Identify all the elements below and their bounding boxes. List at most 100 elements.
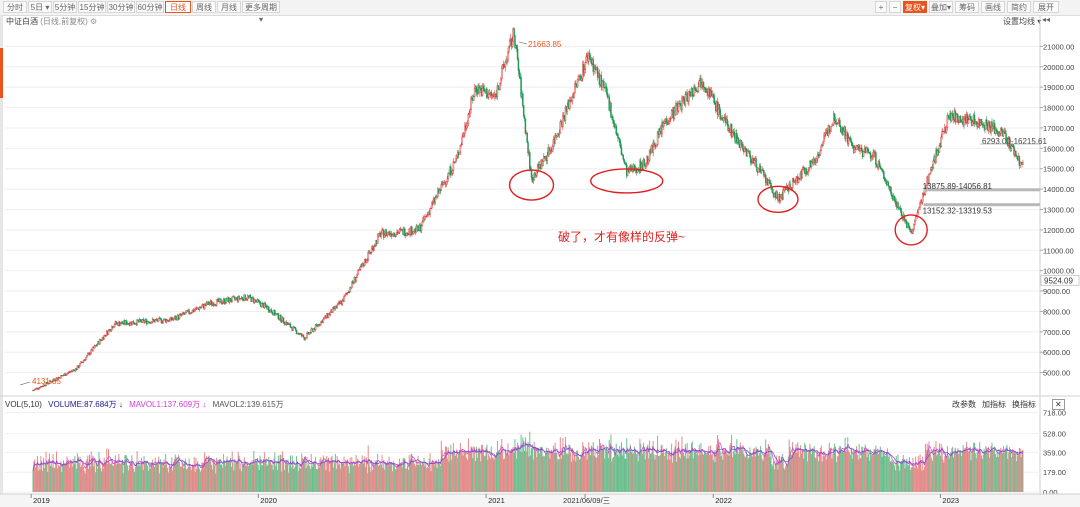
volume-bar	[452, 443, 454, 492]
volume-bar	[255, 461, 257, 492]
volume-bar	[577, 450, 579, 492]
volume-bar	[440, 440, 442, 492]
volume-bar	[653, 454, 655, 492]
volume-bar	[76, 453, 78, 492]
candle-body	[551, 146, 554, 152]
candle-body	[244, 294, 246, 301]
volume-bar	[84, 473, 86, 492]
volume-bar	[639, 438, 641, 492]
volume-bar	[296, 461, 298, 492]
volume-bar	[474, 447, 476, 492]
gear-icon[interactable]: ⚙	[90, 17, 98, 26]
volume-bar	[236, 462, 238, 492]
candle-body	[801, 169, 803, 179]
candle-body	[594, 66, 596, 70]
tab-1[interactable]: 5日 ▾	[28, 1, 52, 13]
volume-bar	[694, 449, 696, 492]
tool-5[interactable]: 画线	[981, 1, 1005, 13]
vol-tick-label: 179.00	[1043, 468, 1066, 477]
volume-bar	[504, 449, 506, 492]
tab-2[interactable]: 5分钟	[53, 1, 77, 13]
volume-bar	[322, 455, 324, 492]
volume-bar	[529, 431, 531, 492]
candle-body	[611, 116, 614, 121]
volume-bar	[153, 466, 155, 492]
volume-bar	[983, 448, 985, 492]
volume-bar	[641, 451, 643, 492]
volume-bar	[924, 444, 926, 492]
tool-2[interactable]: 复权▾	[903, 1, 927, 13]
volume-bar	[309, 468, 311, 492]
volume-bar	[274, 452, 276, 492]
volume-bar	[166, 468, 168, 492]
vol-btn-1[interactable]: 加指标	[982, 400, 1006, 409]
volume-bar	[204, 452, 206, 492]
vol-btn-0[interactable]: 改参数	[952, 400, 976, 409]
volume-bar	[491, 456, 493, 492]
tab-7[interactable]: 周线	[192, 1, 216, 13]
volume-bar	[583, 455, 585, 492]
tool-6[interactable]: 简约	[1007, 1, 1031, 13]
tab-9[interactable]: 更多周期 ▾	[242, 1, 280, 24]
candle-body	[1005, 133, 1007, 138]
volume-bar	[548, 452, 550, 492]
tab-3[interactable]: 15分钟	[78, 1, 106, 13]
volume-bar	[920, 460, 922, 492]
tool-1[interactable]: −	[889, 1, 901, 13]
volume-bar	[539, 447, 541, 492]
vol-tick-label: 718.00	[1043, 409, 1066, 418]
volume-bar	[704, 453, 706, 492]
volume-bar	[883, 451, 885, 492]
tool-0[interactable]: +	[875, 1, 887, 13]
volume-bar	[167, 472, 169, 492]
candle-body	[1010, 145, 1013, 149]
volume-bar	[986, 447, 988, 492]
candle-body	[736, 133, 738, 143]
volume-bar	[854, 451, 856, 492]
volume-bar	[542, 456, 544, 492]
volume-bar	[140, 457, 142, 492]
tab-4[interactable]: 30分钟	[107, 1, 135, 13]
candle-body	[980, 119, 983, 125]
volume-bar	[192, 467, 194, 492]
candle-body	[259, 301, 261, 305]
volume-bar	[935, 441, 937, 492]
ma-settings-button[interactable]: 设置均线 ▾	[1003, 17, 1042, 26]
candle-body	[643, 159, 646, 166]
candle-body	[264, 302, 267, 306]
tool-3[interactable]: 叠加▾	[929, 1, 953, 13]
tab-8[interactable]: 月线	[217, 1, 241, 13]
candle-body	[858, 144, 860, 152]
tab-6[interactable]: 日线	[165, 1, 191, 13]
candle-body	[868, 152, 871, 154]
candle-body	[803, 167, 805, 169]
volume-bar	[255, 459, 257, 492]
volume-bar	[763, 454, 765, 492]
volume-bar	[574, 452, 576, 492]
volume-bar	[433, 461, 435, 492]
candle-body	[844, 126, 846, 139]
candle-body	[261, 302, 263, 307]
tool-4[interactable]: 筹码	[955, 1, 979, 13]
volume-bar	[341, 462, 343, 492]
close-icon[interactable]: ✕	[1052, 399, 1065, 410]
candle-body	[110, 329, 112, 332]
candle-body	[573, 92, 575, 99]
tab-5[interactable]: 60分钟	[136, 1, 164, 13]
volume-bar	[650, 452, 652, 492]
price-axis-bg	[1040, 26, 1080, 393]
candle-body	[404, 228, 406, 236]
vol-btn-2[interactable]: 换指标	[1012, 400, 1036, 409]
volume-bar	[856, 446, 858, 492]
tab-0[interactable]: 分时	[3, 1, 27, 13]
volume-bar	[420, 465, 422, 492]
volume-bar	[919, 454, 921, 492]
volume-bar	[371, 461, 373, 492]
volume-bar	[223, 454, 225, 492]
candle-body	[46, 382, 48, 384]
volume-bar	[230, 466, 232, 492]
tool-7[interactable]: 展开 ◂◂	[1033, 1, 1059, 24]
candle-body	[616, 133, 618, 135]
